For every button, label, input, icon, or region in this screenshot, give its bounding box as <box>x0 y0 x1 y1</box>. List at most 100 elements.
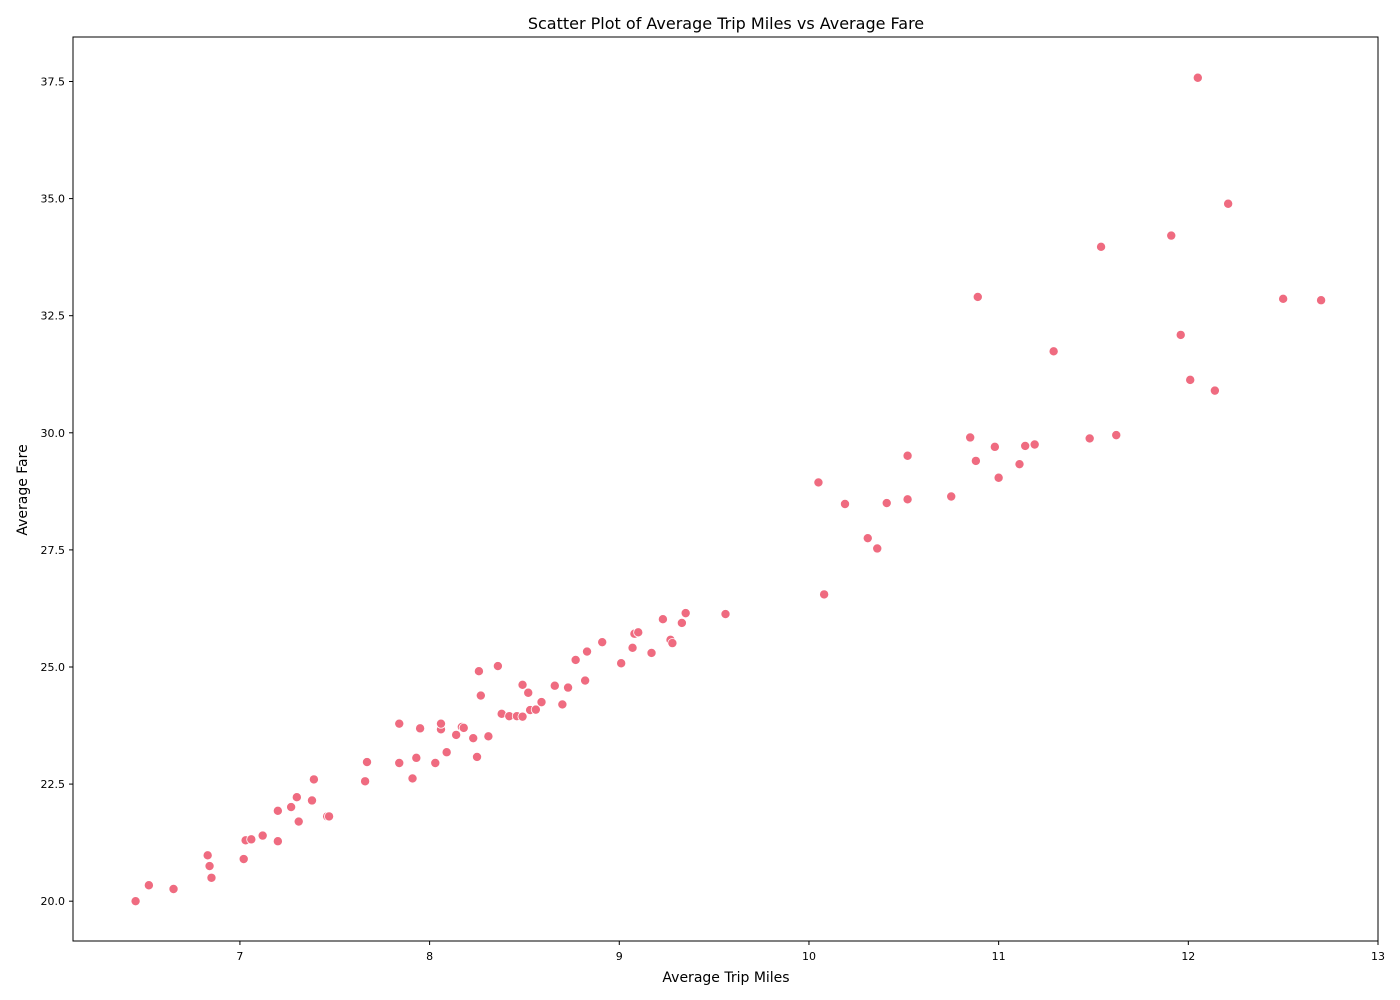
y-tick-label: 35.0 <box>41 193 66 206</box>
scatter-point <box>238 854 249 865</box>
scatter-point <box>291 792 302 803</box>
chart-title: Scatter Plot of Average Trip Miles vs Av… <box>528 14 924 33</box>
scatter-point <box>881 498 892 509</box>
y-tick-label: 27.5 <box>41 544 66 557</box>
scatter-point <box>965 432 976 443</box>
scatter-point <box>411 752 422 763</box>
plot-area-frame <box>72 36 1379 942</box>
scatter-point <box>458 722 469 733</box>
scatter-point <box>536 697 547 708</box>
scatter-point <box>580 675 591 686</box>
scatter-point <box>530 704 541 715</box>
scatter-point <box>202 850 213 861</box>
scatter-point <box>902 450 913 461</box>
scatter-point <box>616 658 627 669</box>
scatter-point <box>839 498 850 509</box>
scatter-point <box>597 637 608 648</box>
scatter-point <box>394 718 405 729</box>
scatter-point <box>972 291 983 302</box>
scatter-point <box>324 811 335 822</box>
x-tick-label: 11 <box>992 950 1006 963</box>
scatter-point <box>862 533 873 544</box>
scatter-point <box>407 773 418 784</box>
y-tick-label: 30.0 <box>41 427 66 440</box>
scatter-point <box>720 609 731 620</box>
scatter-point <box>204 861 215 872</box>
y-tick-label: 22.5 <box>41 778 66 791</box>
scatter-point <box>483 731 494 742</box>
scatter-point <box>1084 433 1095 444</box>
scatter-point <box>1029 439 1040 450</box>
scatter-point <box>257 830 268 841</box>
scatter-point <box>308 774 319 785</box>
x-tick-label: 8 <box>426 950 433 963</box>
scatter-point <box>563 682 574 693</box>
scatter-point <box>272 836 283 847</box>
scatter-point <box>970 455 981 466</box>
scatter-point <box>813 477 824 488</box>
scatter-point <box>206 872 217 883</box>
scatter-point <box>1185 374 1196 385</box>
scatter-point <box>1192 72 1203 83</box>
scatter-point <box>473 666 484 677</box>
scatter-point <box>1111 430 1122 441</box>
scatter-point <box>468 733 479 744</box>
x-tick-label: 12 <box>1181 950 1195 963</box>
scatter-point <box>306 795 317 806</box>
scatter-point <box>415 723 426 734</box>
y-tick-label: 37.5 <box>41 75 66 88</box>
x-tick-label: 7 <box>236 950 243 963</box>
scatter-point <box>582 646 593 657</box>
scatter-point <box>441 747 452 758</box>
scatter-point <box>475 690 486 701</box>
y-axis: 20.0 22.5 25.0 27.5 30.0 32.5 35.0 37.5 <box>41 75 73 908</box>
scatter-point <box>989 441 1000 452</box>
x-axis: 7 8 9 10 11 12 13 <box>236 941 1385 963</box>
x-tick-label: 9 <box>616 950 623 963</box>
scatter-point <box>676 617 687 628</box>
y-tick-label: 20.0 <box>41 895 66 908</box>
scatter-point <box>492 661 503 672</box>
scatter-point <box>293 816 304 827</box>
scatter-point <box>667 638 678 649</box>
scatter-point <box>1166 230 1177 241</box>
x-tick-label: 10 <box>802 950 816 963</box>
scatter-point <box>557 699 568 710</box>
scatter-point <box>451 729 462 740</box>
data-points <box>130 72 1327 907</box>
scatter-point <box>819 589 830 600</box>
y-tick-label: 32.5 <box>41 310 66 323</box>
scatter-point <box>523 687 534 698</box>
scatter-point <box>360 776 371 787</box>
scatter-point <box>1014 459 1025 470</box>
x-axis-label: Average Trip Miles <box>662 970 789 986</box>
scatter-point <box>1223 198 1234 209</box>
scatter-point <box>1175 329 1186 340</box>
scatter-point <box>646 647 657 658</box>
scatter-point <box>430 758 441 769</box>
scatter-point <box>362 757 373 768</box>
scatter-point <box>394 758 405 769</box>
scatter-point <box>246 834 257 845</box>
scatter-point <box>627 642 638 653</box>
scatter-point <box>143 880 154 891</box>
scatter-point <box>1316 295 1327 306</box>
y-axis-label: Average Fare <box>15 444 31 535</box>
scatter-point <box>517 711 528 722</box>
scatter-point <box>168 884 179 895</box>
scatter-point <box>946 491 957 502</box>
scatter-point <box>517 679 528 690</box>
y-tick-label: 25.0 <box>41 661 66 674</box>
scatter-point <box>272 805 283 816</box>
scatter-point <box>1096 241 1107 252</box>
scatter-point <box>286 802 297 813</box>
scatter-point <box>872 543 883 554</box>
scatter-point <box>993 472 1004 483</box>
scatter-point <box>1048 346 1059 357</box>
x-tick-label: 13 <box>1371 950 1385 963</box>
scatter-point <box>472 751 483 762</box>
scatter-point <box>1020 440 1031 451</box>
scatter-point <box>657 614 668 625</box>
scatter-point <box>435 718 446 729</box>
